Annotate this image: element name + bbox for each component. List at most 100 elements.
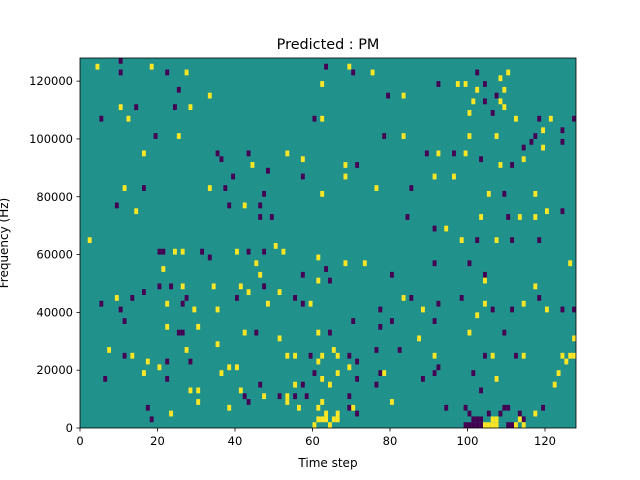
low-cell (475, 237, 480, 243)
low-cell (173, 104, 177, 111)
high-cell (250, 162, 255, 168)
low-cell (293, 393, 298, 400)
low-cell (510, 162, 515, 168)
x-tick-label: 100 (457, 434, 479, 448)
low-cell (165, 375, 170, 382)
high-cell (401, 295, 406, 301)
x-tick-label: 80 (383, 434, 398, 448)
high-cell (401, 133, 406, 139)
high-cell (560, 352, 565, 359)
low-cell (324, 266, 329, 272)
low-cell (235, 295, 239, 301)
low-cell (304, 393, 309, 400)
low-cell (246, 150, 251, 157)
low-cell (169, 283, 174, 290)
low-cell (347, 393, 352, 400)
high-cell (188, 387, 193, 394)
high-cell (432, 173, 437, 180)
high-cell (475, 312, 480, 319)
low-cell (432, 260, 437, 267)
low-cell (378, 323, 383, 330)
high-cell (335, 410, 340, 417)
low-cell (421, 375, 425, 382)
plot-area (80, 58, 576, 428)
low-cell (382, 133, 387, 139)
low-cell (262, 283, 267, 290)
high-cell (196, 387, 201, 394)
high-cell (514, 115, 518, 122)
low-cell (328, 277, 332, 284)
high-cell (490, 416, 495, 423)
high-cell (308, 300, 313, 307)
low-cell (506, 214, 511, 220)
high-cell (382, 370, 387, 376)
high-cell (165, 323, 170, 330)
high-cell (533, 190, 538, 197)
high-cell (207, 185, 212, 191)
high-cell (285, 399, 290, 405)
low-cell (576, 226, 580, 232)
low-cell (176, 329, 181, 336)
low-cell (258, 202, 263, 209)
low-cell (533, 133, 538, 139)
high-cell (401, 92, 406, 99)
low-cell (153, 133, 158, 139)
high-cell (328, 422, 332, 428)
y-tick-label: 0 (66, 421, 73, 435)
high-cell (347, 63, 352, 70)
high-cell (498, 98, 503, 105)
high-cell (343, 173, 348, 180)
high-cell (126, 115, 131, 122)
high-cell (324, 410, 329, 417)
low-cell (118, 306, 123, 313)
high-cell (238, 283, 243, 290)
low-cell (560, 208, 565, 215)
low-cell (142, 185, 146, 191)
high-cell (165, 300, 170, 307)
y-tick-label: 60000 (36, 248, 73, 262)
high-cell (545, 208, 549, 215)
high-cell (285, 150, 290, 157)
low-cell (483, 98, 487, 105)
high-cell (572, 352, 576, 359)
high-cell (343, 260, 348, 267)
low-cell (521, 144, 526, 151)
high-cell (219, 370, 224, 376)
high-cell (215, 341, 220, 348)
low-cell (432, 225, 437, 232)
high-cell (207, 92, 212, 99)
low-cell (537, 115, 542, 122)
high-cell (514, 422, 518, 428)
low-cell (444, 404, 449, 411)
x-tick-label: 60 (305, 434, 320, 448)
high-cell (180, 283, 185, 290)
high-cell (316, 404, 321, 411)
high-cell (188, 104, 193, 111)
low-cell (452, 150, 456, 157)
high-cell (432, 352, 437, 359)
high-cell (324, 416, 329, 423)
high-cell (320, 375, 325, 382)
low-cell (397, 347, 402, 353)
high-cell (521, 422, 526, 428)
high-cell (320, 352, 325, 359)
high-cell (258, 271, 263, 278)
high-cell (149, 63, 154, 70)
high-cell (316, 254, 321, 261)
low-cell (130, 295, 135, 301)
high-cell (215, 306, 220, 313)
high-cell (134, 208, 139, 215)
low-cell (355, 375, 360, 382)
x-tick-label: 120 (534, 434, 556, 448)
low-cell (424, 150, 429, 157)
low-cell (300, 300, 305, 307)
high-cell (374, 185, 379, 191)
low-cell (467, 422, 472, 428)
high-cell (533, 214, 538, 220)
high-cell (498, 162, 503, 168)
high-cell (142, 370, 146, 376)
high-cell (161, 266, 166, 272)
high-cell (506, 69, 511, 76)
low-cell (184, 295, 189, 301)
high-cell (498, 75, 503, 82)
